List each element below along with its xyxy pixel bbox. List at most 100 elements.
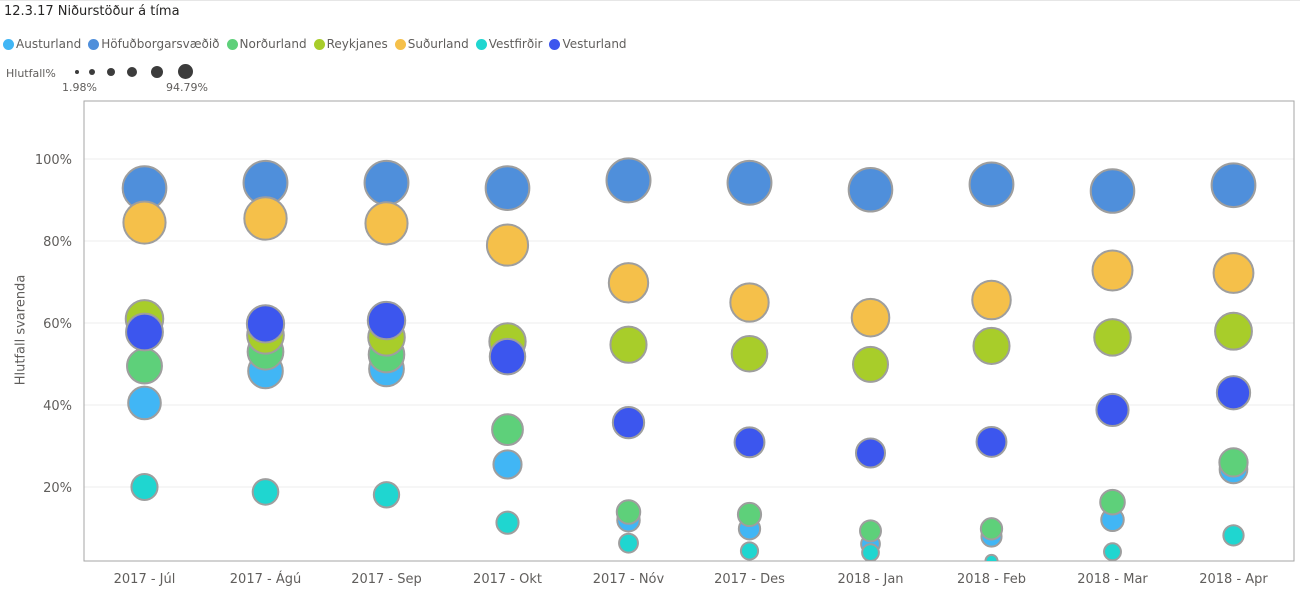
x-tick-label: 2018 - Apr (1199, 572, 1268, 587)
bubble-hofudborgarsvaedid[interactable] (847, 166, 894, 213)
bubble-vestfirdir[interactable] (861, 543, 880, 561)
bubble-vesturland[interactable] (245, 304, 286, 344)
x-tick-label: 2017 - Okt (473, 572, 542, 587)
bubble-sudurland[interactable] (729, 282, 770, 323)
bubble-sudurland[interactable] (485, 223, 530, 267)
bubble-reykjanes[interactable] (1214, 311, 1253, 351)
legend-label: Austurland (16, 37, 82, 51)
y-tick-label: 80% (43, 235, 72, 250)
bubble-nordurland[interactable] (1099, 488, 1126, 516)
legend-marker (88, 38, 100, 50)
size-legend-dot-2 (89, 69, 95, 75)
size-legend-dot-1 (75, 70, 79, 74)
legend-marker (475, 38, 487, 50)
bubble-vesturland[interactable] (366, 300, 407, 341)
bubble-nordurland[interactable] (1218, 447, 1249, 478)
legend-marker (3, 38, 14, 50)
bubble-hofudborgarsvaedid[interactable] (605, 157, 652, 204)
x-tick-label: 2017 - Nóv (593, 572, 665, 587)
bubble-sudurland[interactable] (850, 297, 891, 338)
bubble-vestfirdir[interactable] (984, 553, 999, 567)
legend-item-nordurland[interactable]: Norðurland (226, 37, 307, 51)
bubble-sudurland[interactable] (971, 279, 1012, 321)
legend-label: Suðurland (407, 37, 469, 51)
size-legend-min: 1.98% (62, 81, 97, 94)
bubble-sudurland[interactable] (1091, 249, 1134, 292)
x-tick-label: 2018 - Jan (837, 572, 903, 587)
size-legend-dot-6 (178, 64, 193, 79)
bubble-vesturland[interactable] (854, 437, 887, 469)
bubble-vestfirdir[interactable] (739, 541, 760, 561)
bubble-nordurland[interactable] (615, 499, 642, 525)
bubble-reykjanes[interactable] (730, 334, 769, 373)
legend-label: Vesturland (562, 37, 627, 51)
size-legend-dot-4 (127, 67, 137, 77)
legend-label: Vestfirðir (488, 37, 543, 51)
bubble-austurland[interactable] (492, 449, 523, 480)
size-legend-dot-5 (151, 66, 163, 78)
bubbles (121, 157, 1257, 567)
bubble-hofudborgarsvaedid[interactable] (968, 161, 1015, 208)
bubble-sudurland[interactable] (364, 201, 409, 246)
x-tick-label: 2017 - Ágú (230, 571, 301, 587)
legend-marker (226, 38, 238, 50)
x-tick-label: 2018 - Feb (957, 572, 1026, 587)
x-tick-label: 2017 - Des (714, 572, 785, 587)
bubble-reykjanes[interactable] (609, 325, 648, 364)
legend-marker (313, 38, 325, 50)
legend-label: Norðurland (239, 37, 307, 51)
page-title: 12.3.17 Niðurstöður á tíma (4, 4, 180, 19)
bubble-nordurland[interactable] (979, 517, 1004, 541)
bubble-reykjanes[interactable] (972, 326, 1011, 365)
bubble-hofudborgarsvaedid[interactable] (363, 159, 410, 206)
bubble-vestfirdir[interactable] (130, 472, 159, 502)
x-tick-label: 2017 - Sep (351, 572, 422, 587)
bubble-vesturland[interactable] (611, 405, 646, 440)
legend-item-sudurland[interactable]: Suðurland (394, 37, 469, 51)
bubble-vestfirdir[interactable] (372, 481, 401, 509)
bubble-sudurland[interactable] (122, 200, 167, 245)
bubble-nordurland[interactable] (491, 413, 524, 446)
legend-item-hofudborgarsvaedid[interactable]: Höfuðborgarsvæðið (88, 37, 220, 51)
bubble-vesturland[interactable] (975, 425, 1008, 458)
bubble-vesturland[interactable] (125, 312, 164, 352)
top-divider (0, 0, 1300, 1)
bubble-vestfirdir[interactable] (618, 532, 639, 554)
bubble-hofudborgarsvaedid[interactable] (484, 165, 531, 211)
bubble-sudurland[interactable] (607, 262, 650, 304)
bubble-nordurland[interactable] (126, 347, 163, 385)
legend-marker (549, 38, 561, 50)
legend-item-vesturland[interactable]: Vesturland (549, 37, 627, 51)
bubble-nordurland[interactable] (859, 519, 882, 543)
bubble-austurland[interactable] (127, 385, 162, 421)
bubble-sudurland[interactable] (1212, 252, 1255, 294)
y-tick-label: 100% (35, 153, 72, 168)
y-tick-label: 40% (43, 399, 72, 414)
bubble-reykjanes[interactable] (1093, 318, 1132, 357)
bubble-vesturland[interactable] (733, 426, 766, 459)
x-tick-label: 2018 - Mar (1077, 572, 1148, 587)
legend-item-reykjanes[interactable]: Reykjanes (313, 37, 388, 51)
legend-marker (394, 38, 406, 50)
bubble-vesturland[interactable] (1215, 375, 1252, 411)
bubble-vestfirdir[interactable] (495, 510, 520, 535)
bubble-vesturland[interactable] (1095, 392, 1130, 427)
legend-item-vestfirdir[interactable]: Vestfirðir (475, 37, 543, 51)
bubble-vestfirdir[interactable] (251, 478, 280, 506)
legend-label: Reykjanes (326, 37, 388, 51)
bubble-reykjanes[interactable] (852, 345, 889, 383)
bubble-sudurland[interactable] (243, 196, 288, 241)
legend-item-austurland[interactable]: Austurland (3, 37, 81, 51)
bubble-vesturland[interactable] (488, 337, 527, 376)
bubble-vestfirdir[interactable] (1222, 524, 1245, 547)
legend-label: Höfuðborgarsvæðið (101, 37, 220, 51)
bubble-hofudborgarsvaedid[interactable] (1089, 168, 1136, 214)
y-tick-label: 60% (43, 317, 72, 332)
plot-area-border (83, 100, 1295, 562)
bubble-hofudborgarsvaedid[interactable] (1210, 162, 1257, 209)
bubble-vestfirdir[interactable] (1103, 542, 1122, 561)
bubble-hofudborgarsvaedid[interactable] (726, 159, 773, 206)
size-legend-title: Hlutfall% (6, 67, 56, 80)
bubble-nordurland[interactable] (736, 501, 763, 528)
